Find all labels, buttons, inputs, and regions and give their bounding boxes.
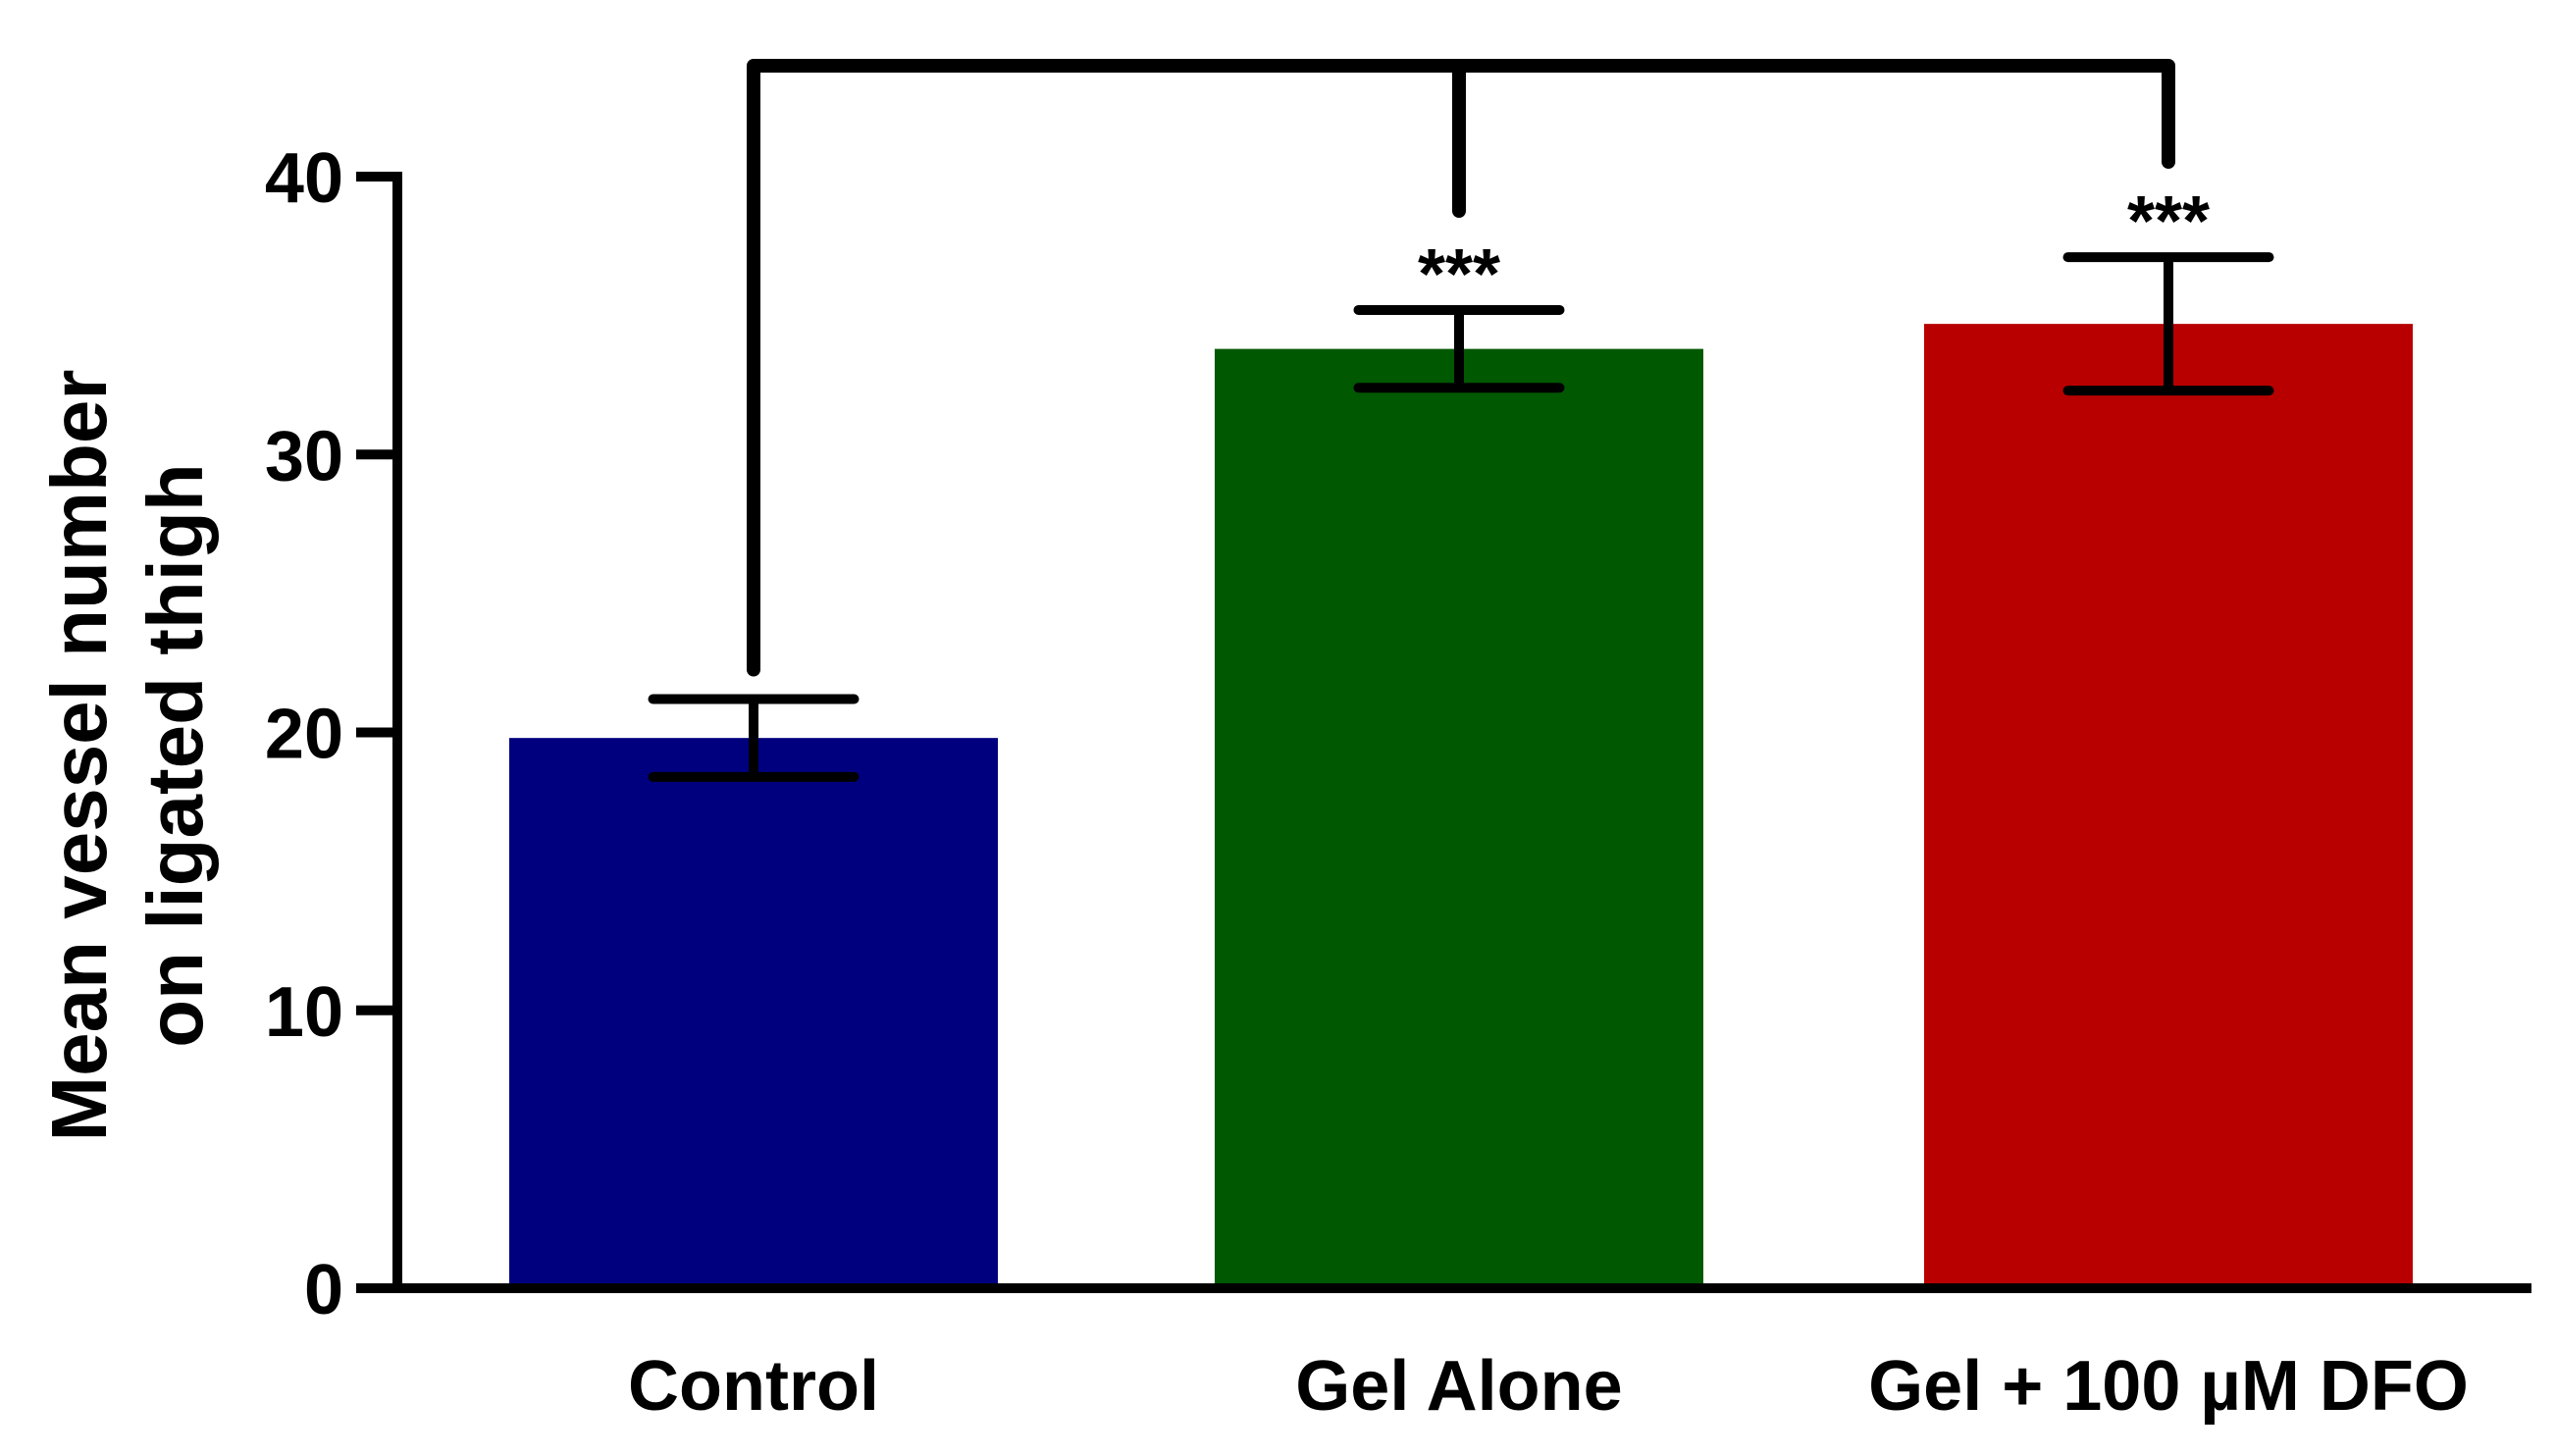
y-tick-label: 0 [304,1251,343,1329]
x-axis-labels: Control Gel Alone Gel + 100 µM DFO [628,1347,2469,1426]
x-tick-label: Gel + 100 µM DFO [1868,1347,2469,1426]
bar [1924,324,2413,1288]
x-tick-label: Gel Alone [1295,1347,1622,1426]
y-axis-title-line-1: Mean vessel number [35,370,123,1142]
bar [509,738,998,1288]
significance-stars: *** [2127,182,2210,261]
error-bars [648,252,2274,782]
bars [509,324,2413,1288]
significance-bracket [747,59,2175,677]
significance-stars: *** [1418,235,1500,314]
y-axis-title-line-2: on ligated thigh [131,463,219,1047]
y-tick-label: 10 [265,973,343,1052]
x-tick-label: Control [628,1347,879,1426]
y-tick-label: 40 [265,139,343,218]
bar [1215,348,1703,1288]
y-tick-label: 30 [265,417,343,495]
significance-annotations: *** *** [747,59,2210,677]
y-axis-title: Mean vessel number on ligated thigh [35,370,219,1142]
y-axis: 0 10 20 30 40 [265,139,402,1329]
y-tick-label: 20 [265,696,343,774]
